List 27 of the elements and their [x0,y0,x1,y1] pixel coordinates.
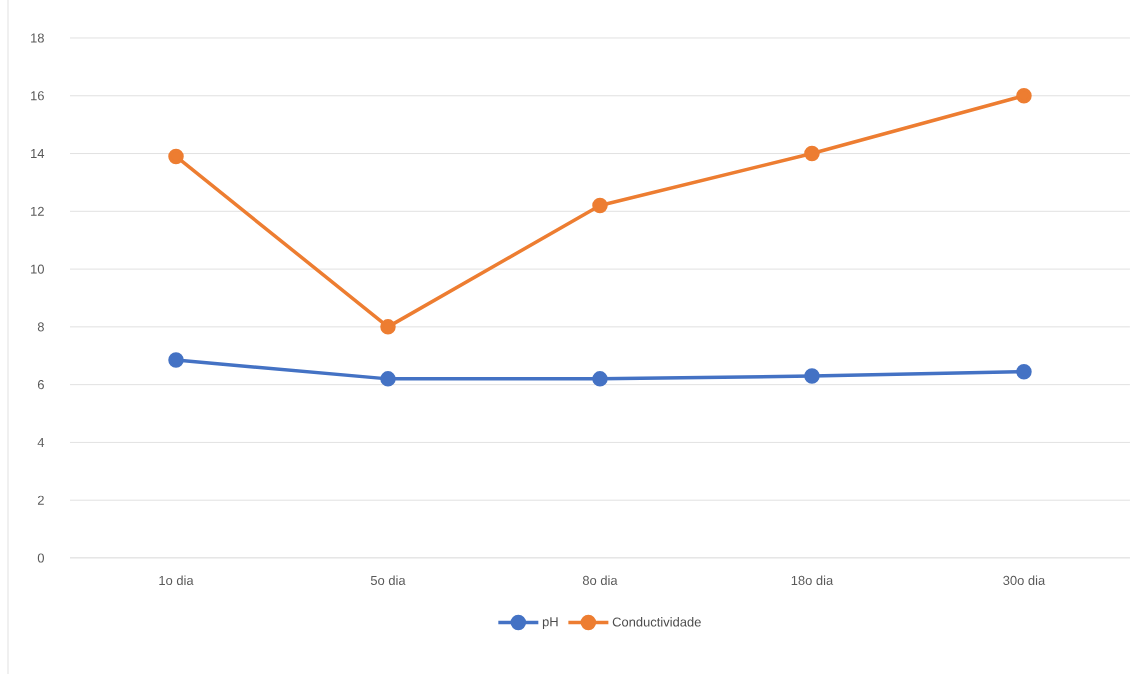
x-tick-label: 30o dia [1003,575,1046,586]
y-tick-label: 10 [31,264,44,274]
y-tick-label: 4 [37,437,45,447]
point [1016,363,1032,380]
x-tick-label: 1o dia [159,575,194,586]
x-tick-label: 8o dia [582,575,618,586]
point [1016,88,1032,104]
point [804,368,820,384]
point [380,371,396,387]
y-tick-label: 16 [31,91,44,101]
point [380,319,396,335]
legend-label: Conductividade [612,617,701,627]
point [168,352,184,368]
y-tick-label: 18 [31,33,44,43]
y-tick-label: 2 [37,495,44,505]
point [592,197,608,214]
point [168,148,184,165]
y-tick-label: 6 [37,380,44,390]
x-tick-label: 5o dia [370,575,406,586]
y-tick-label: 14 [31,149,45,158]
x-tick-label: 18o dia [791,575,834,586]
point [804,145,820,162]
y-tick-label: 8 [37,322,44,332]
y-tick-label: 0 [37,553,44,563]
point [592,371,608,387]
y-tick-label: 12 [31,206,44,216]
legend-label: pH [542,617,558,629]
